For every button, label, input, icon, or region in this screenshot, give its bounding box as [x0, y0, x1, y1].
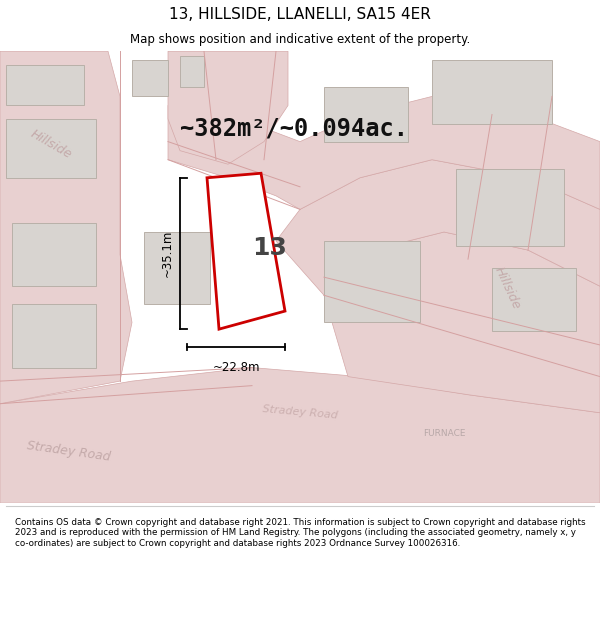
Text: Contains OS data © Crown copyright and database right 2021. This information is : Contains OS data © Crown copyright and d…	[15, 518, 586, 548]
Polygon shape	[12, 304, 96, 368]
Polygon shape	[0, 51, 132, 404]
Text: FURNACE: FURNACE	[423, 429, 465, 438]
Polygon shape	[207, 173, 285, 329]
Polygon shape	[144, 232, 210, 304]
Polygon shape	[168, 51, 288, 164]
Text: 13, HILLSIDE, LLANELLI, SA15 4ER: 13, HILLSIDE, LLANELLI, SA15 4ER	[169, 7, 431, 22]
Polygon shape	[324, 241, 420, 322]
Text: Hillside: Hillside	[491, 265, 523, 312]
Polygon shape	[180, 56, 204, 88]
Polygon shape	[132, 60, 168, 96]
Polygon shape	[276, 160, 600, 295]
Text: Hillside: Hillside	[214, 175, 260, 203]
Polygon shape	[456, 169, 564, 246]
Polygon shape	[324, 88, 408, 142]
Text: Stradey Road: Stradey Road	[26, 439, 112, 464]
Polygon shape	[12, 223, 96, 286]
Polygon shape	[492, 268, 576, 331]
Text: 13: 13	[253, 236, 287, 260]
Text: Map shows position and indicative extent of the property.: Map shows position and indicative extent…	[130, 34, 470, 46]
Polygon shape	[6, 119, 96, 178]
Polygon shape	[6, 65, 84, 106]
Text: Hillside: Hillside	[28, 127, 74, 161]
Polygon shape	[0, 368, 600, 503]
Text: ~35.1m: ~35.1m	[160, 230, 173, 277]
Polygon shape	[324, 232, 600, 412]
Text: ~22.8m: ~22.8m	[212, 361, 260, 374]
Polygon shape	[168, 96, 600, 209]
Text: ~382m²/~0.094ac.: ~382m²/~0.094ac.	[180, 116, 408, 140]
Text: Stradey Road: Stradey Road	[262, 404, 338, 421]
Polygon shape	[432, 60, 552, 124]
